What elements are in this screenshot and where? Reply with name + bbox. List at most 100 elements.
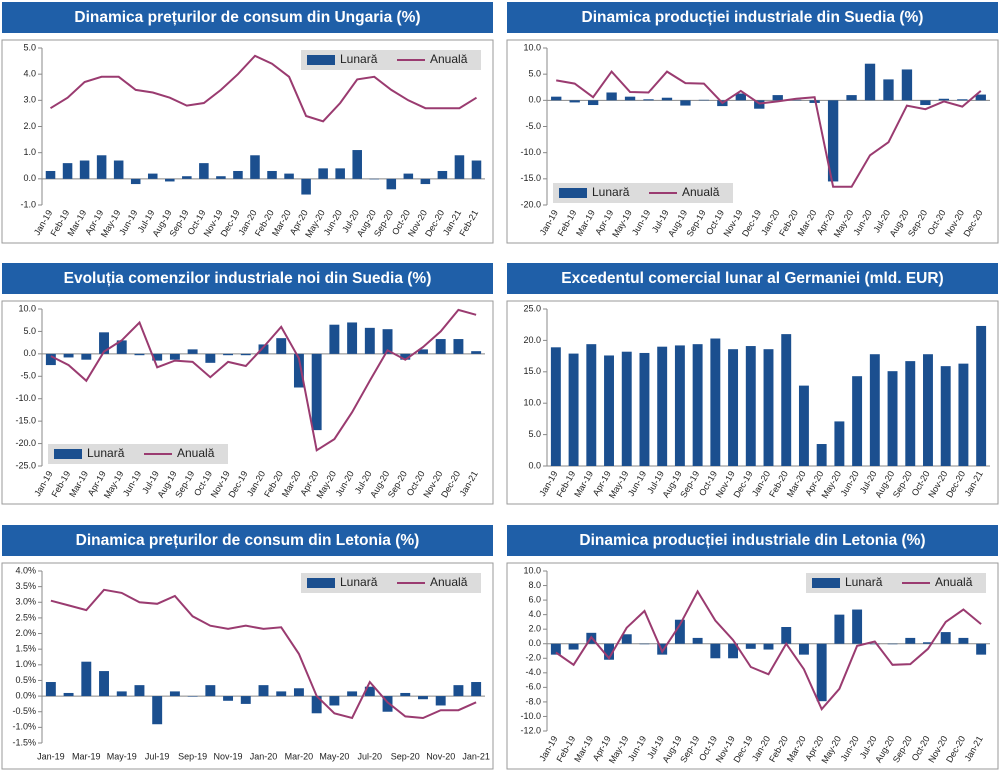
chart-panel: Dinamica producției industriale din Leto… [506, 525, 999, 770]
bar [604, 355, 614, 466]
y-tick-label: -4.0 [525, 667, 541, 677]
bar [745, 346, 756, 466]
chart-title: Dinamica prețurilor de consum din Letoni… [76, 532, 420, 549]
bar [639, 643, 650, 645]
y-tick-label: 4.0 [23, 69, 36, 79]
y-tick-label: 2.0 [23, 121, 36, 131]
bar [834, 614, 845, 644]
bar [798, 643, 809, 655]
bar [606, 92, 617, 101]
bar [471, 351, 482, 354]
y-tick-label: 3.0 [23, 95, 36, 105]
bar [957, 99, 968, 101]
bar [223, 696, 234, 701]
bar [113, 160, 124, 179]
title-bar [2, 263, 493, 294]
bar [674, 345, 685, 466]
bar [223, 353, 234, 356]
legend-label: Lunară [340, 575, 378, 589]
bar [352, 150, 362, 179]
y-tick-label: -1.5% [12, 737, 36, 747]
bar [400, 353, 411, 360]
bar [258, 685, 269, 697]
y-tick-label: -10.0 [520, 711, 541, 721]
bar [621, 634, 632, 644]
bar [846, 95, 857, 101]
bar [99, 671, 109, 697]
y-tick-label: -20.0 [520, 199, 541, 209]
bar [975, 94, 986, 101]
bar [205, 353, 216, 363]
y-tick-label: -25.0 [15, 460, 36, 470]
y-tick-label: 10.0 [523, 398, 541, 408]
bar [798, 385, 809, 466]
bar [887, 371, 898, 466]
y-tick-label: -5.0 [20, 371, 36, 381]
bar [199, 163, 209, 179]
y-tick-label: -10.0 [15, 393, 36, 403]
bar [134, 353, 145, 356]
chart-panel: Excedentul comercial lunar al Germaniei … [506, 263, 999, 505]
bar [386, 178, 397, 190]
bar [420, 178, 431, 185]
bar [920, 100, 931, 106]
bar [403, 173, 414, 179]
bar [604, 643, 614, 660]
chart-panel: Dinamica prețurilor de consum din Ungari… [1, 2, 494, 244]
y-tick-label: 5.0 [23, 42, 36, 52]
bar [347, 322, 358, 354]
y-tick-label: -5.0 [525, 121, 541, 131]
bar [864, 63, 876, 101]
chart-box [506, 39, 999, 244]
legend-box [806, 573, 986, 593]
chart-box [506, 562, 999, 770]
bar [587, 100, 599, 106]
legend-swatch [559, 188, 587, 198]
bar [437, 170, 448, 179]
bar [471, 682, 482, 697]
chart-title: Excedentul comercial lunar al Germaniei … [561, 270, 943, 287]
bar [923, 354, 933, 466]
y-tick-label: 2.0% [15, 628, 36, 638]
legend-label: Lunară [87, 446, 125, 460]
bar [940, 366, 951, 466]
bar [130, 178, 141, 185]
bar [81, 661, 92, 697]
bar [96, 155, 107, 179]
legend-box [553, 183, 733, 203]
chart-title: Evoluția comenzilor industriale noi din … [64, 270, 432, 287]
bar [905, 637, 916, 644]
x-tick-label: Mar-20 [285, 751, 314, 761]
bar [754, 100, 765, 109]
bar [187, 696, 198, 697]
bar [301, 178, 311, 195]
bar [816, 643, 827, 702]
y-tick-label: 0.0 [528, 95, 541, 105]
bar [63, 353, 74, 358]
y-tick-label: 1.0% [15, 659, 36, 669]
bar [763, 643, 774, 650]
bar [958, 637, 969, 644]
line [555, 589, 982, 712]
bar [657, 346, 668, 466]
bar [250, 155, 260, 179]
x-tick-label: Sep-20 [391, 751, 420, 761]
bar [364, 327, 375, 354]
bar [453, 685, 464, 697]
title-bar [507, 525, 998, 556]
bar [187, 349, 198, 354]
bar [745, 643, 756, 649]
bar [147, 173, 158, 179]
x-tick-label: Jul-19 [145, 751, 170, 761]
legend-label: Anuală [682, 185, 720, 199]
bar [276, 691, 287, 697]
bar [816, 444, 827, 466]
y-tick-label: -15.0 [15, 416, 36, 426]
y-tick-label: 8.0 [528, 580, 541, 590]
bar [182, 176, 192, 179]
bar [276, 338, 287, 354]
bar [318, 168, 328, 179]
legend-label: Anuală [177, 446, 215, 460]
bar [550, 347, 561, 466]
bar [624, 96, 636, 101]
